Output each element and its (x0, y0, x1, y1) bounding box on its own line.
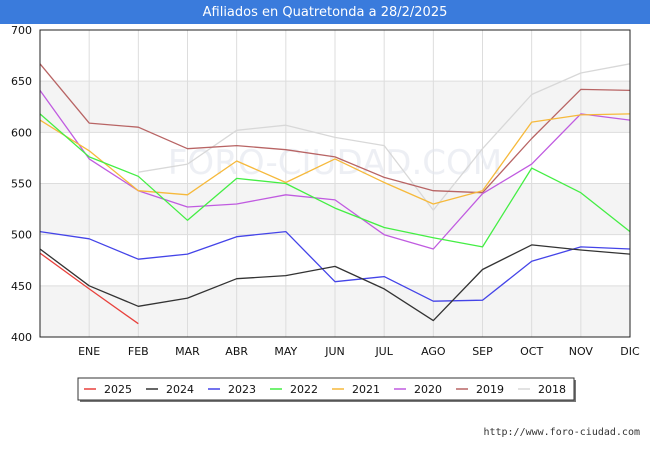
chart-title: Afiliados en Quatretonda a 28/2/2025 (0, 0, 650, 24)
x-tick-label: MAY (274, 345, 297, 358)
series-line-2021 (39, 113, 631, 205)
y-tick-label: 550 (11, 178, 32, 191)
y-tick-label: 600 (11, 126, 32, 139)
series-line-2025 (39, 252, 139, 325)
legend: 2025 2024 2023 2022 2021 2020 2019 2018 (77, 377, 576, 402)
x-tick-label: SEP (472, 345, 493, 358)
legend-label-2018: 2018 (538, 383, 566, 396)
legend-label-2020: 2020 (414, 383, 442, 396)
x-tick-label: DIC (620, 345, 640, 358)
line-chart: FORO-CIUDAD.COM 400 450 500 550 600 650 700 EN… (11, 24, 640, 402)
y-tick-label: 500 (11, 229, 32, 242)
legend-label-2024: 2024 (166, 383, 194, 396)
x-tick-label: FEB (128, 345, 149, 358)
legend-box (77, 377, 575, 401)
x-tick-label: JUN (324, 345, 345, 358)
y-axis-ticks: 400 450 500 550 600 650 700 (11, 24, 32, 344)
y-tick-label: 650 (11, 75, 32, 88)
source-credit: http://www.foro-ciudad.com (483, 427, 640, 438)
y-tick-label: 400 (11, 331, 32, 344)
legend-label-2025: 2025 (104, 383, 132, 396)
x-axis-ticks: ENE FEB MAR ABR MAY JUN JUL AGO SEP OCT NOV DIC (78, 345, 640, 358)
legend-label-2021: 2021 (352, 383, 380, 396)
plot-border (39, 29, 631, 338)
legend-label-2023: 2023 (228, 383, 256, 396)
x-tick-label: ENE (78, 345, 100, 358)
series-line-2018 (138, 63, 631, 211)
x-tick-label: AGO (421, 345, 446, 358)
series-line-2023 (39, 230, 631, 302)
series-line-2022 (39, 113, 631, 248)
y-tick-label: 450 (11, 280, 32, 293)
legend-label-2019: 2019 (476, 383, 504, 396)
x-tick-label: NOV (569, 345, 594, 358)
x-tick-label: JUL (374, 345, 393, 358)
series-line-2019 (39, 63, 631, 194)
series-line-2024 (39, 244, 631, 322)
y-tick-label: 700 (11, 24, 32, 37)
series-layer (39, 63, 631, 325)
watermark: FORO-CIUDAD.COM (168, 143, 502, 183)
x-tick-label: OCT (520, 345, 543, 358)
x-tick-label: ABR (225, 345, 248, 358)
x-tick-label: MAR (175, 345, 200, 358)
legend-label-2022: 2022 (290, 383, 318, 396)
